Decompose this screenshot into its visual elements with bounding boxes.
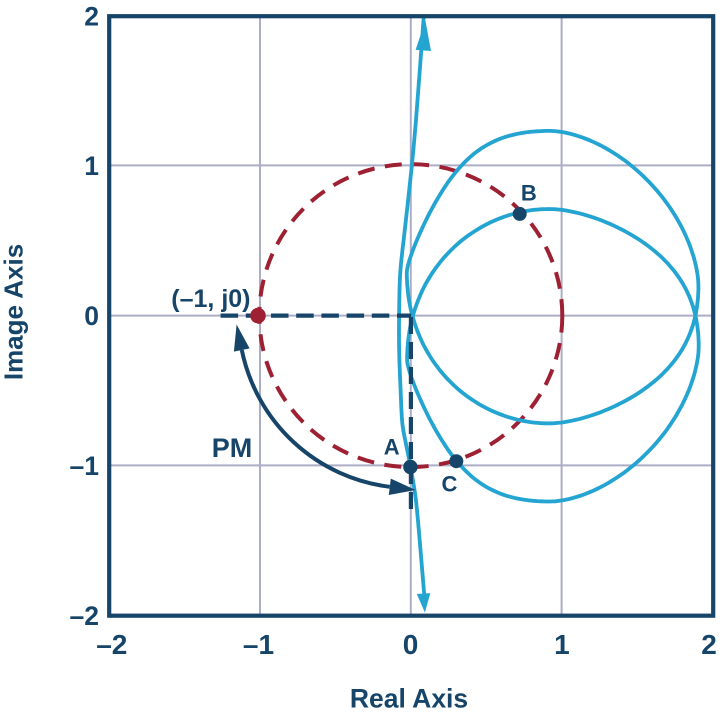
svg-text:B: B (521, 181, 537, 206)
svg-text:–1: –1 (243, 629, 274, 660)
svg-text:0: 0 (403, 629, 419, 660)
svg-text:A: A (384, 435, 400, 460)
svg-text:Real Axis: Real Axis (350, 684, 468, 711)
svg-text:Image Axis: Image Axis (0, 244, 29, 380)
svg-text:1: 1 (554, 629, 570, 660)
svg-text:0: 0 (84, 301, 99, 331)
svg-text:2: 2 (84, 2, 99, 32)
svg-text:–2: –2 (70, 601, 99, 631)
svg-text:–1: –1 (70, 451, 99, 481)
svg-text:(–1, j0): (–1, j0) (171, 285, 250, 313)
svg-text:C: C (441, 472, 457, 497)
svg-text:2: 2 (701, 629, 717, 660)
svg-text:–2: –2 (96, 629, 127, 660)
svg-text:1: 1 (84, 151, 99, 181)
svg-text:PM: PM (212, 433, 253, 463)
